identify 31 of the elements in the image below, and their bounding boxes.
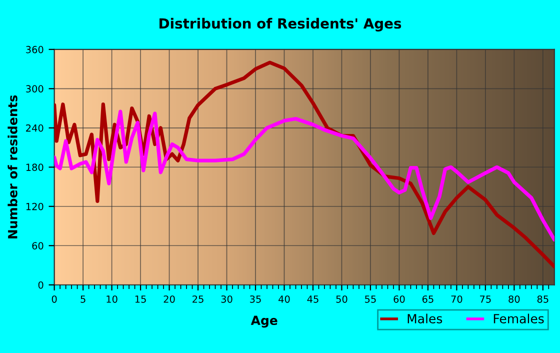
- x-tick-label: 85: [537, 295, 548, 303]
- x-tick-label: 25: [192, 295, 204, 303]
- x-tick-label: 0: [52, 295, 57, 303]
- x-axis-title: Age: [250, 316, 278, 328]
- chart-title: Distribution of Residents' Ages: [160, 18, 402, 32]
- y-tick-label: 0: [38, 281, 44, 289]
- x-tick-label: 50: [336, 295, 348, 303]
- x-tick-label: 55: [365, 296, 376, 303]
- x-tick-label: 65: [422, 295, 434, 303]
- x-tick-label: 45: [307, 296, 318, 303]
- line-series: [54, 110, 554, 242]
- x-tick-label: 80: [508, 295, 520, 303]
- y-tick-label: 180: [26, 164, 44, 171]
- x-tick-label: 15: [135, 296, 146, 303]
- y-tick-label: 300: [26, 85, 44, 92]
- x-tick-label: 5: [80, 296, 86, 303]
- x-tick-label: 10: [106, 295, 118, 303]
- x-tick-label: 60: [394, 295, 405, 303]
- y-tick-label: 60: [32, 242, 44, 250]
- legend-label: Females: [494, 314, 544, 324]
- y-tick-label: 240: [26, 124, 44, 132]
- y-axis-title: Number of residents: [8, 95, 18, 238]
- x-tick-label: 40: [278, 295, 290, 303]
- x-tick-label: 30: [221, 295, 232, 303]
- x-tick-label: 75: [480, 296, 491, 303]
- y-tick-label: 120: [26, 202, 44, 210]
- x-tick-label: 20: [164, 295, 175, 303]
- x-tick-label: 70: [451, 295, 462, 303]
- legend-label: Males: [408, 314, 442, 324]
- x-tick-label: 35: [250, 295, 261, 303]
- y-tick-label: 360: [26, 46, 44, 54]
